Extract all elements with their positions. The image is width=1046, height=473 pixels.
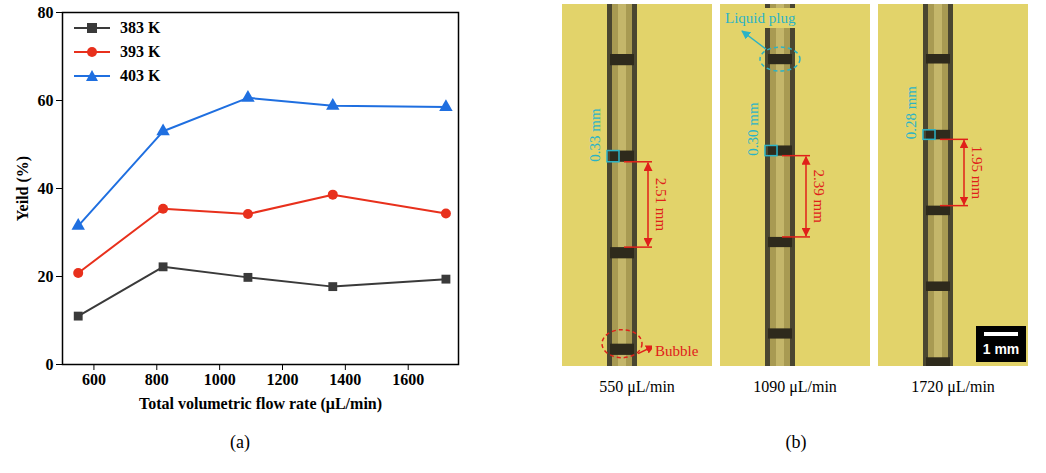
svg-text:1 mm: 1 mm: [983, 341, 1020, 357]
svg-text:60: 60: [38, 92, 54, 109]
svg-text:Yeild (%): Yeild (%): [14, 156, 32, 221]
svg-text:0.33 mm: 0.33 mm: [587, 108, 603, 162]
svg-text:2.51 mm: 2.51 mm: [653, 178, 669, 232]
svg-text:1090 μL/min: 1090 μL/min: [753, 378, 837, 396]
svg-text:Bubble: Bubble: [655, 343, 699, 359]
html-text:393 K: 393 K: [120, 43, 161, 60]
svg-text:Liquid plug: Liquid plug: [725, 10, 796, 26]
svg-text:800: 800: [145, 371, 169, 388]
svg-text:600: 600: [82, 371, 106, 388]
svg-text:Total volumetric flow rate (μL: Total volumetric flow rate (μL/min): [139, 395, 382, 413]
svg-text:1000: 1000: [204, 371, 236, 388]
svg-text:80: 80: [38, 4, 54, 21]
svg-text:0: 0: [46, 356, 54, 373]
svg-text:20: 20: [38, 268, 54, 285]
svg-text:1400: 1400: [329, 371, 361, 388]
html-text:(a): (a): [230, 432, 250, 452]
html-text:383 K: 383 K: [120, 19, 161, 36]
svg-text:40: 40: [38, 180, 54, 197]
svg-text:0.30 mm: 0.30 mm: [745, 102, 761, 156]
svg-text:1.95 mm: 1.95 mm: [969, 146, 985, 200]
svg-text:2.39 mm: 2.39 mm: [811, 170, 827, 224]
svg-text:1600: 1600: [392, 371, 424, 388]
html-text:(b): (b): [785, 432, 807, 452]
svg-text:0.28 mm: 0.28 mm: [903, 86, 919, 140]
html-text:403 K: 403 K: [120, 67, 161, 84]
svg-text:550 μL/min: 550 μL/min: [599, 378, 675, 396]
svg-text:1720 μL/min: 1720 μL/min: [911, 378, 995, 396]
svg-text:1200: 1200: [267, 371, 299, 388]
